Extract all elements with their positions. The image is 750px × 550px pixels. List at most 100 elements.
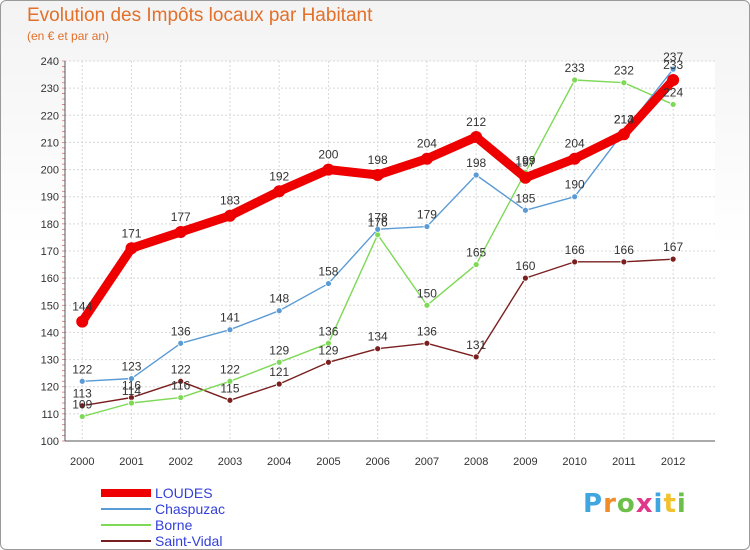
data-label: 232 — [614, 64, 634, 78]
data-point — [325, 280, 332, 287]
data-point — [226, 396, 234, 404]
data-label: 233 — [565, 61, 585, 75]
x-tick-label: 2002 — [168, 456, 192, 468]
data-label: 213 — [614, 112, 634, 126]
chart-title: Evolution des Impôts locaux par Habitant — [27, 5, 373, 26]
y-tick-label: 190 — [41, 192, 59, 204]
data-point — [519, 171, 532, 184]
data-label: 233 — [663, 58, 683, 72]
y-tick-label: 180 — [41, 219, 59, 231]
data-point — [522, 274, 529, 282]
y-tick-label: 120 — [41, 382, 59, 394]
data-label: 192 — [269, 169, 289, 183]
data-label: 166 — [614, 243, 634, 257]
data-label: 121 — [269, 365, 289, 379]
data-label: 167 — [663, 240, 683, 254]
x-tick-label: 2007 — [415, 456, 439, 468]
logo-letter: o — [616, 489, 636, 519]
data-label: 204 — [417, 137, 437, 151]
data-point — [669, 255, 677, 263]
data-point — [177, 377, 185, 385]
data-label: 116 — [171, 379, 190, 393]
data-point — [470, 131, 483, 143]
data-label: 129 — [318, 343, 338, 357]
data-point — [522, 206, 529, 214]
legend-label: Borne — [155, 517, 193, 533]
data-label: 166 — [565, 243, 585, 257]
data-label: 190 — [565, 178, 585, 192]
y-tick-label: 210 — [41, 137, 59, 149]
data-point — [78, 413, 86, 420]
data-point — [371, 169, 384, 181]
data-point — [128, 375, 135, 382]
data-point — [571, 258, 579, 266]
data-point — [620, 79, 628, 87]
data-point — [322, 163, 335, 176]
data-label: 178 — [368, 210, 388, 224]
logo-letter: t — [663, 489, 677, 519]
legend-label: Saint-Vidal — [155, 533, 223, 549]
data-point — [568, 152, 581, 165]
data-label: 141 — [220, 311, 240, 325]
y-tick-label: 170 — [41, 246, 59, 258]
data-label: 158 — [318, 265, 338, 279]
data-label: 109 — [72, 398, 92, 412]
data-point — [325, 358, 332, 366]
logo-letter: x — [635, 489, 654, 519]
data-label: 136 — [171, 324, 191, 338]
y-tick-label: 220 — [41, 110, 59, 122]
x-tick-label: 2001 — [119, 456, 143, 468]
data-label: 165 — [466, 246, 486, 260]
legend-label: LOUDES — [155, 485, 213, 501]
x-tick-label: 2008 — [464, 456, 488, 468]
data-label: 160 — [515, 259, 535, 273]
chart-subtitle: (en € et par an) — [27, 29, 110, 43]
logo-letter: P — [583, 489, 604, 519]
data-point — [423, 301, 431, 309]
legend-item: Chaspuzac — [101, 501, 321, 517]
y-tick-label: 100 — [41, 436, 59, 448]
legend-swatch — [101, 489, 151, 497]
data-point — [472, 353, 480, 361]
data-label: 148 — [269, 292, 289, 306]
x-tick-label: 2000 — [70, 456, 94, 468]
data-label: 171 — [121, 226, 141, 240]
legend-swatch — [101, 540, 151, 542]
data-point — [275, 380, 283, 388]
legend-item: LOUDES — [101, 485, 321, 501]
data-label: 113 — [73, 387, 92, 401]
data-label: 197 — [515, 156, 535, 170]
x-tick-label: 2004 — [267, 456, 291, 468]
y-tick-label: 200 — [41, 165, 59, 177]
data-point — [374, 345, 382, 353]
data-point — [174, 226, 187, 238]
data-point — [275, 358, 283, 366]
x-tick-label: 2005 — [316, 456, 340, 468]
data-label: 204 — [565, 137, 585, 151]
data-label: 123 — [121, 360, 141, 374]
data-point — [177, 339, 185, 347]
data-point — [374, 225, 382, 233]
data-point — [620, 258, 628, 266]
data-label: 122 — [171, 362, 191, 376]
data-label: 136 — [318, 324, 338, 338]
data-label: 214 — [614, 113, 634, 127]
data-label: 122 — [220, 362, 240, 376]
y-tick-label: 140 — [41, 327, 59, 339]
data-point — [275, 307, 283, 315]
data-label: 179 — [417, 208, 437, 222]
data-label: 131 — [466, 338, 486, 352]
data-point — [617, 128, 630, 141]
y-tick-label: 130 — [41, 355, 59, 367]
data-point — [423, 339, 431, 347]
data-point — [423, 223, 431, 230]
data-label: 198 — [466, 156, 486, 170]
data-point — [128, 399, 135, 407]
y-tick-label: 110 — [41, 409, 59, 421]
data-point — [472, 261, 480, 268]
x-tick-label: 2010 — [562, 456, 586, 468]
x-tick-label: 2006 — [365, 456, 389, 468]
data-label: 115 — [220, 381, 239, 395]
legend-label: Chaspuzac — [155, 501, 226, 517]
x-tick-label: 2011 — [612, 456, 636, 468]
